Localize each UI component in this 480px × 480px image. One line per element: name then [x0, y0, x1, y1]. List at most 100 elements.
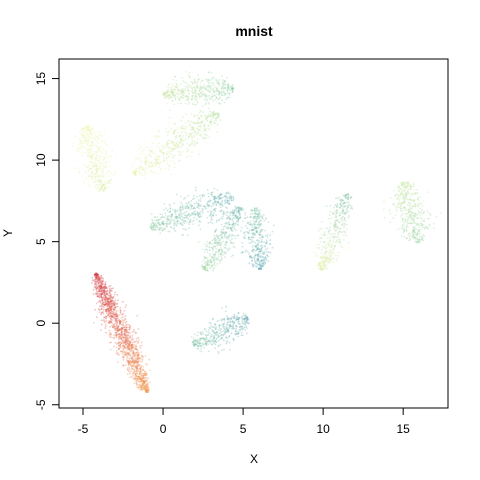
- data-point: [345, 210, 348, 213]
- data-point: [163, 157, 166, 159]
- data-point: [197, 241, 200, 243]
- data-point: [157, 221, 160, 224]
- data-point: [126, 344, 129, 346]
- data-point: [136, 365, 139, 368]
- data-point: [349, 196, 352, 199]
- data-point: [326, 227, 328, 230]
- data-point: [175, 148, 177, 151]
- data-point: [109, 325, 111, 328]
- data-point: [147, 387, 150, 390]
- data-point: [333, 235, 336, 238]
- data-point: [315, 253, 317, 255]
- data-point: [83, 151, 86, 154]
- data-point: [209, 91, 212, 94]
- data-point: [343, 212, 346, 215]
- data-point: [321, 234, 324, 236]
- data-point: [402, 189, 405, 191]
- data-point: [103, 303, 106, 306]
- data-point: [128, 337, 131, 339]
- data-point: [412, 185, 415, 188]
- data-point: [118, 329, 121, 331]
- data-point: [73, 167, 76, 170]
- data-point: [113, 293, 116, 296]
- data-point: [115, 334, 118, 336]
- data-point: [83, 164, 86, 166]
- data-point: [104, 287, 106, 289]
- data-point: [199, 129, 202, 132]
- data-point: [145, 391, 148, 393]
- data-point: [136, 386, 139, 389]
- data-point: [116, 352, 119, 354]
- data-point: [117, 299, 119, 302]
- data-point: [403, 206, 406, 209]
- data-point: [125, 328, 128, 331]
- data-point: [167, 146, 170, 148]
- data-point: [136, 342, 139, 344]
- data-point: [122, 333, 124, 336]
- data-point: [340, 245, 343, 248]
- data-point: [124, 343, 127, 346]
- data-point: [147, 381, 149, 384]
- data-point: [145, 372, 148, 375]
- data-point: [423, 217, 425, 220]
- data-point: [191, 137, 194, 140]
- data-point: [181, 130, 184, 133]
- data-point: [102, 185, 104, 187]
- data-point: [321, 265, 323, 268]
- data-point: [247, 251, 249, 254]
- data-point: [138, 172, 141, 175]
- data-point: [121, 328, 124, 331]
- data-point: [137, 336, 140, 339]
- data-point: [150, 150, 153, 152]
- data-point: [142, 377, 144, 380]
- data-point: [91, 279, 94, 281]
- data-point: [209, 214, 211, 217]
- data-point: [401, 220, 404, 223]
- data-point: [109, 284, 112, 287]
- data-point: [188, 208, 191, 211]
- data-point: [100, 292, 102, 295]
- data-point: [143, 386, 146, 389]
- data-point: [144, 372, 147, 375]
- data-point: [221, 199, 224, 202]
- data-point: [206, 251, 209, 254]
- data-point: [263, 252, 266, 255]
- data-point: [105, 308, 108, 311]
- data-point: [138, 157, 141, 160]
- data-point: [433, 222, 435, 225]
- data-point: [101, 276, 103, 279]
- data-point: [96, 186, 99, 188]
- data-point: [330, 233, 332, 236]
- data-point: [136, 379, 139, 382]
- data-point: [128, 348, 131, 351]
- data-point: [192, 129, 194, 131]
- data-point: [103, 290, 105, 293]
- data-point: [127, 343, 130, 345]
- data-point: [342, 230, 345, 233]
- data-point: [100, 281, 103, 284]
- data-point: [256, 266, 258, 268]
- data-point: [174, 89, 177, 91]
- data-point: [86, 151, 88, 154]
- data-point: [162, 93, 165, 96]
- data-point: [114, 319, 117, 321]
- data-point: [113, 326, 115, 328]
- data-point: [193, 141, 196, 144]
- data-point: [169, 109, 171, 111]
- data-point: [175, 216, 178, 218]
- data-point: [187, 103, 189, 106]
- data-point: [158, 158, 161, 161]
- data-point: [135, 383, 138, 386]
- data-point: [135, 373, 137, 376]
- data-point: [102, 287, 105, 290]
- data-point: [204, 243, 207, 246]
- data-point: [202, 208, 204, 211]
- data-point: [211, 191, 214, 194]
- data-point: [248, 242, 251, 244]
- data-point: [134, 372, 137, 375]
- data-point: [152, 227, 154, 229]
- data-point: [173, 166, 176, 169]
- data-point: [103, 316, 105, 319]
- data-point: [129, 356, 132, 359]
- data-point: [266, 254, 269, 256]
